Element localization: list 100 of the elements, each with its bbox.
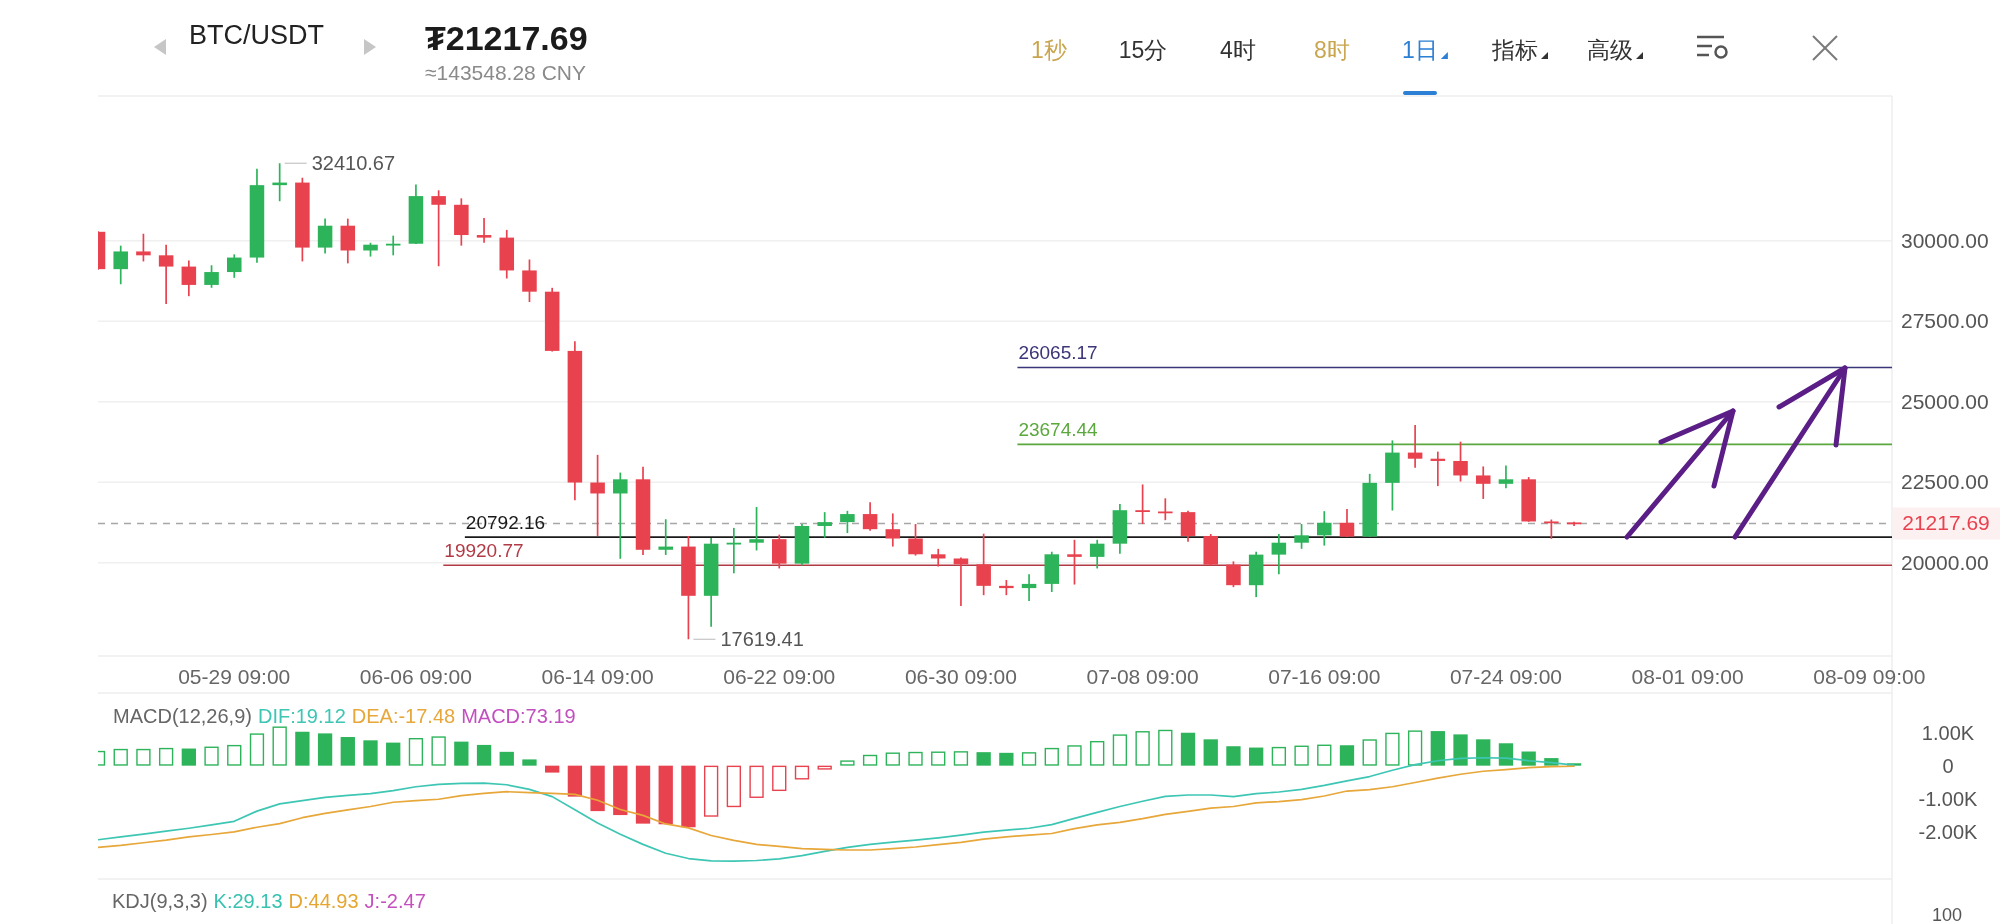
bar [749, 765, 764, 798]
bar [1430, 731, 1445, 766]
x-tick-label: 06-14 09:00 [541, 665, 654, 688]
bar [1112, 734, 1128, 766]
text: 指标 [1491, 37, 1538, 63]
y-tick-label: 1.00K [1921, 721, 1975, 744]
x-tick-label: 07-24 09:00 [1449, 665, 1562, 688]
text: DIF:19.12 [257, 705, 346, 727]
bar [1021, 752, 1037, 766]
y-tick-label: 27500.00 [1901, 309, 1989, 333]
bar [635, 765, 651, 824]
bar [1476, 739, 1491, 766]
x-tick-label: 07-08 09:00 [1086, 665, 1199, 688]
bar [249, 733, 265, 766]
chart-title: MACD(12,26,9) [113, 705, 252, 727]
bar [1317, 744, 1332, 766]
bar [272, 726, 287, 766]
ref-line-label: 23674.44 [1018, 419, 1099, 441]
text: 100 [1931, 905, 1963, 924]
bar [1158, 729, 1173, 766]
bar [1044, 747, 1059, 766]
text: ≈143548.28 CNY [425, 61, 586, 84]
bar [681, 765, 696, 828]
bar [567, 765, 583, 797]
y-tick-label: -2.00K [1918, 820, 1979, 843]
text: 1日 [1402, 37, 1438, 63]
x-tick-label: 06-22 09:00 [723, 665, 836, 688]
text: KDJ(9,3,3) [112, 890, 208, 912]
bar [1203, 739, 1218, 766]
ref-line-label: 19920.77 [444, 540, 524, 562]
bar [136, 748, 151, 766]
x-tick-label: 06-30 09:00 [904, 665, 1017, 688]
line-series [98, 765, 1575, 851]
bar [1498, 743, 1514, 766]
bar [1226, 746, 1241, 766]
bar [1249, 747, 1264, 766]
bar [113, 748, 128, 766]
y-tick-label: 0 [1942, 754, 1954, 777]
bar [1135, 731, 1150, 766]
bar [862, 754, 878, 766]
x-tick-label: 05-29 09:00 [178, 665, 291, 688]
ref-line-label: 26065.17 [1018, 342, 1098, 364]
bar [545, 765, 560, 773]
bar [476, 744, 492, 766]
text: 高级 [1587, 37, 1633, 63]
x-tick-label: 08-01 09:00 [1631, 665, 1744, 688]
text: 1秒 [1031, 37, 1067, 63]
bar [295, 731, 310, 766]
bar [1385, 732, 1400, 766]
bar [772, 765, 787, 792]
bar [454, 741, 469, 766]
bar [1407, 730, 1423, 766]
bar [726, 765, 741, 808]
annotation: 17619.41 [720, 628, 804, 651]
bar [1067, 745, 1082, 766]
x-tick-label: 08-09 09:00 [1813, 665, 1926, 688]
bar [999, 752, 1014, 766]
bar [658, 765, 673, 825]
bar [431, 736, 446, 766]
bar [1453, 734, 1468, 766]
bar [227, 744, 242, 766]
bar [204, 746, 219, 766]
ref-line-label: 21217.69 [1902, 511, 1990, 535]
bar [408, 738, 424, 766]
text: J:-2.47 [364, 890, 426, 912]
text: BTC/USDT [189, 20, 324, 50]
text: 4时 [1220, 37, 1256, 63]
bar [158, 747, 174, 766]
bar [317, 733, 333, 766]
text: 15分 [1118, 37, 1168, 63]
bar [817, 765, 832, 770]
series-label: MACD:73.19 [461, 705, 576, 727]
y-tick-label: 20000.00 [1901, 550, 1989, 574]
bar [1339, 745, 1355, 766]
bar [908, 751, 923, 766]
y-tick-label: -1.00K [1918, 787, 1979, 810]
bar [953, 751, 969, 766]
bar [181, 748, 196, 766]
bar [340, 737, 355, 766]
bar [840, 760, 855, 766]
bar [1271, 746, 1287, 766]
bar [613, 765, 628, 816]
bar [1294, 745, 1309, 766]
annotation: 32410.67 [311, 152, 396, 175]
bar [363, 740, 378, 766]
text: K:29.13 [213, 890, 283, 912]
bar [590, 765, 605, 812]
bar [1090, 740, 1105, 766]
bar [1362, 739, 1377, 766]
bar [1180, 732, 1196, 766]
y-tick-label: 22500.00 [1901, 470, 1989, 494]
text: D:44.93 [288, 890, 359, 912]
bar [499, 751, 514, 766]
text: 8时 [1314, 37, 1350, 63]
line-series [98, 756, 1575, 863]
bar [885, 752, 900, 766]
bar [931, 751, 946, 766]
text: ₮21217.69 [425, 19, 588, 57]
text: DEA:-17.48 [351, 705, 456, 727]
bar [794, 765, 810, 780]
